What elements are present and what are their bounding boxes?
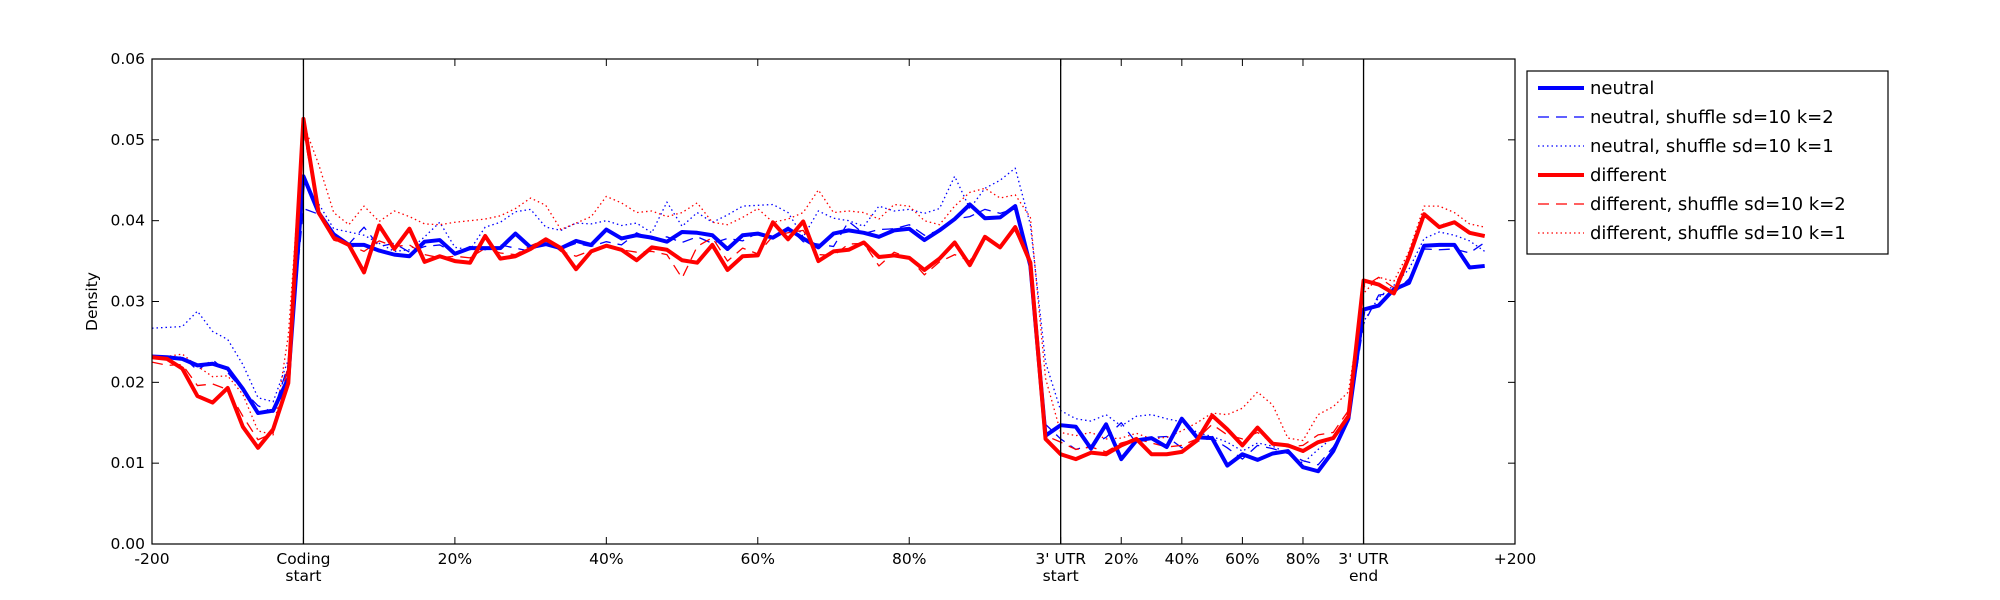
legend: neutral neutral, shuffle sd=10 k=2 neutral… bbox=[1526, 70, 1889, 255]
y-tick-label-5: 0.05 bbox=[110, 131, 145, 149]
legend-box bbox=[1526, 70, 1889, 255]
x-tick-label-7: 20% bbox=[1104, 550, 1138, 568]
x-tick-label-line: 40% bbox=[589, 550, 623, 568]
y-tick-label-4: 0.04 bbox=[110, 212, 145, 230]
x-tick-label-line: start bbox=[285, 567, 321, 585]
x-tick-label-9: 60% bbox=[1225, 550, 1259, 568]
x-tick-label-10: 80% bbox=[1286, 550, 1320, 568]
y-tick-label-2: 0.02 bbox=[110, 373, 145, 391]
x-tick-label-line: 40% bbox=[1165, 550, 1199, 568]
x-tick-label-11: 3' UTR end bbox=[1338, 550, 1389, 585]
series-line-2 bbox=[151, 167, 1486, 464]
legend-label-4: different, shuffle sd=10 k=2 bbox=[1590, 194, 1846, 215]
x-tick-label-3: 40% bbox=[589, 550, 623, 568]
y-tick-label-3: 0.03 bbox=[110, 293, 145, 311]
x-tick-label-line: Coding bbox=[276, 550, 330, 568]
x-tick-label-5: 80% bbox=[892, 550, 926, 568]
x-tick-label-8: 40% bbox=[1165, 550, 1199, 568]
legend-label-0: neutral bbox=[1590, 78, 1654, 99]
y-axis-label: Density bbox=[83, 272, 101, 331]
x-tick-label-line: 80% bbox=[892, 550, 926, 568]
x-tick-label-line: 80% bbox=[1286, 550, 1320, 568]
x-tick-label-line: -200 bbox=[134, 550, 169, 568]
x-tick-label-line: 3' UTR bbox=[1338, 550, 1389, 568]
x-tick-label-line: start bbox=[1043, 567, 1079, 585]
x-tick-label-12: +200 bbox=[1494, 550, 1537, 568]
x-tick-label-line: +200 bbox=[1494, 550, 1537, 568]
series-line-3 bbox=[151, 116, 1486, 462]
x-tick-label-1: Coding start bbox=[276, 550, 330, 585]
y-axis: 0.00 0.01 0.02 0.03 0.04 0.05 0.06 bbox=[110, 50, 1515, 553]
legend-label-5: different, shuffle sd=10 k=1 bbox=[1590, 223, 1846, 244]
legend-label-1: neutral, shuffle sd=10 k=2 bbox=[1590, 107, 1834, 128]
x-tick-label-0: -200 bbox=[134, 550, 169, 568]
y-tick-label-6: 0.06 bbox=[110, 50, 145, 68]
series-layer bbox=[151, 116, 1486, 474]
x-tick-label-line: 3' UTR bbox=[1035, 550, 1086, 568]
y-tick-label-1: 0.01 bbox=[110, 454, 145, 472]
y-tick-label-0: 0.00 bbox=[110, 535, 145, 553]
x-tick-label-line: end bbox=[1349, 567, 1378, 585]
x-tick-label-line: 20% bbox=[438, 550, 472, 568]
x-tick-label-line: 20% bbox=[1104, 550, 1138, 568]
x-tick-label-2: 20% bbox=[438, 550, 472, 568]
x-tick-label-6: 3' UTR start bbox=[1035, 550, 1086, 585]
x-tick-label-line: 60% bbox=[1225, 550, 1259, 568]
x-tick-label-4: 60% bbox=[741, 550, 775, 568]
x-tick-label-line: 60% bbox=[741, 550, 775, 568]
legend-label-2: neutral, shuffle sd=10 k=1 bbox=[1590, 136, 1834, 157]
legend-label-3: different bbox=[1590, 165, 1666, 186]
series-line-0 bbox=[151, 174, 1485, 474]
region-boundaries bbox=[302, 59, 1365, 544]
